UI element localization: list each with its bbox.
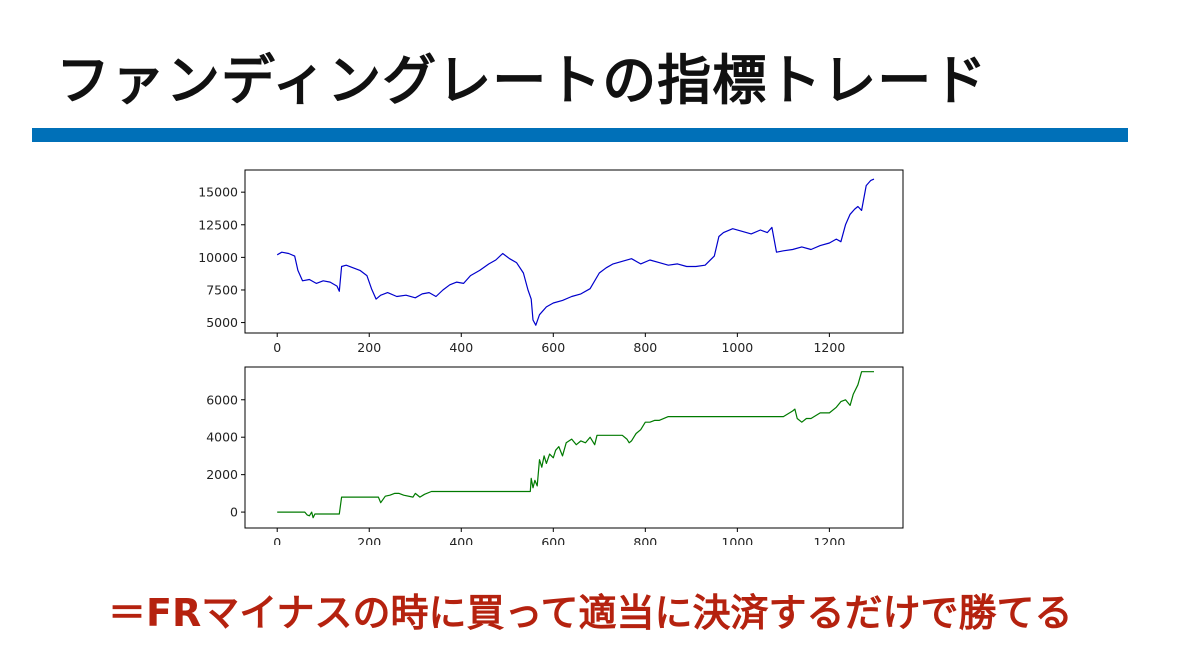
y-tick-label: 12500 (198, 217, 238, 232)
chart-panel-2: 0 200 400 600 800 1000 1200 0 2000 4000 6000 (206, 366, 904, 545)
chart-panel-1: 0 200 400 600 800 1000 1200 5000 7500 10000 12500 1… (198, 169, 904, 355)
plot-frame (244, 366, 904, 529)
y-tick-label: 4000 (206, 430, 238, 445)
series-line-1-1 (276, 178, 875, 326)
title-divider-bar (32, 128, 1128, 142)
y-tick-label: 10000 (198, 250, 238, 265)
x-tick-label: 1200 (813, 340, 845, 355)
x-tick-label: 800 (633, 340, 657, 355)
x-tick-label: 200 (357, 535, 381, 545)
series-line-2-1 (277, 371, 874, 519)
x-tick-label: 1000 (721, 340, 753, 355)
x-tick-label: 0 (273, 340, 281, 355)
x-tick-label: 0 (273, 535, 281, 545)
x-tick-label: 200 (357, 340, 381, 355)
slide-title: ファンディングレートの指標トレード (56, 49, 988, 112)
x-tick-label: 400 (449, 535, 473, 545)
y-tick-label: 0 (230, 505, 238, 520)
plot-frame (244, 169, 904, 334)
y-tick-label: 2000 (206, 467, 238, 482)
x-tick-label: 600 (541, 340, 565, 355)
x-tick-label: 1200 (813, 535, 845, 545)
y-tick-label: 6000 (206, 392, 238, 407)
y-tick-label: 7500 (206, 282, 238, 297)
x-tick-label: 400 (449, 340, 473, 355)
x-tick-label: 1000 (721, 535, 753, 545)
slide-conclusion: ＝FRマイナスの時に買って適当に決済するだけで勝てる (108, 591, 1073, 635)
x-tick-label: 800 (633, 535, 657, 545)
x-tick-label: 600 (541, 535, 565, 545)
charts-area: 0 200 400 600 800 1000 12005000750010000125001… (198, 169, 904, 545)
y-tick-label: 5000 (206, 315, 238, 330)
y-tick-label: 15000 (198, 185, 238, 200)
